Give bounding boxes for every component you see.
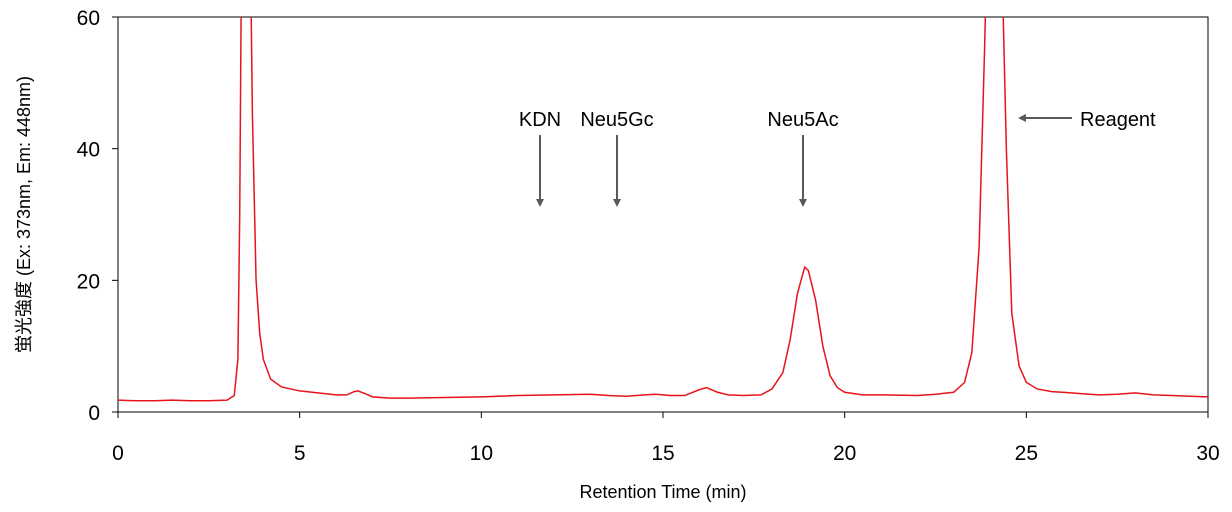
x-axis-title: Retention Time (min) xyxy=(579,482,746,502)
plot-frame xyxy=(117,16,1209,413)
y-tick-label: 20 xyxy=(77,270,100,293)
x-tick-label: 0 xyxy=(112,442,124,465)
x-tick-label: 30 xyxy=(1196,442,1219,465)
y-tick-label: 0 xyxy=(88,402,100,425)
annotation: Reagent xyxy=(1080,109,1156,131)
annotation: KDN xyxy=(519,109,561,131)
x-tick-label: 15 xyxy=(651,442,674,465)
y-tick-label: 60 xyxy=(77,7,100,30)
annotations xyxy=(536,114,1072,207)
annotation: Neu5Ac xyxy=(767,109,838,131)
y-axis-title: 蛍光強度 (Ex: 373nm, Em: 448nm) xyxy=(14,76,34,353)
series-line xyxy=(118,17,1208,402)
x-tick-label: 25 xyxy=(1015,442,1038,465)
x-tick-label: 10 xyxy=(470,442,493,465)
x-tick-label: 5 xyxy=(294,442,306,465)
annotation: Neu5Gc xyxy=(580,109,653,131)
y-tick-label: 40 xyxy=(77,139,100,162)
x-tick-label: 20 xyxy=(833,442,856,465)
